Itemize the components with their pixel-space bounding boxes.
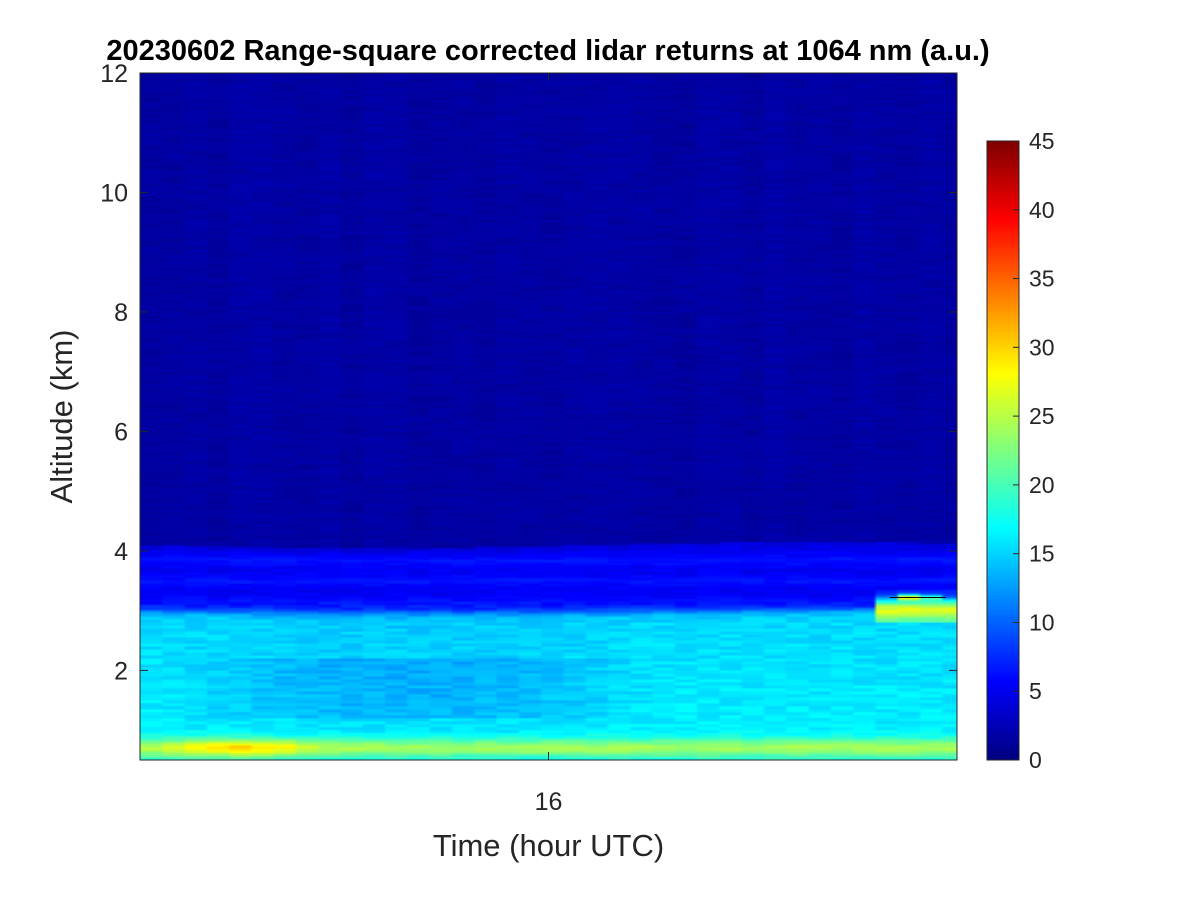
y-axis-label: Altitude (km)	[44, 330, 79, 504]
x-axis: 16	[535, 73, 563, 816]
y-tick-label: 10	[100, 179, 128, 207]
colorbar-tick-label: 0	[1029, 747, 1042, 773]
y-tick-label: 12	[100, 60, 128, 88]
plot-area: 2 4 6 8 10 12 16	[100, 60, 958, 816]
colorbar-tick-label: 45	[1029, 128, 1055, 154]
chart-title: 20230602 Range-square corrected lidar re…	[106, 35, 989, 67]
colorbar-frame	[986, 140, 1020, 761]
colorbar-gradient	[987, 141, 1019, 760]
colorbar-tick-label: 15	[1029, 541, 1055, 567]
x-axis-label: Time (hour UTC)	[433, 828, 664, 863]
colorbar-tick-label: 35	[1029, 266, 1055, 292]
heatmap-image	[140, 73, 957, 760]
colorbar-tick-label: 40	[1029, 197, 1055, 223]
colorbar-tick-label: 20	[1029, 472, 1055, 498]
y-tick-label: 6	[114, 418, 128, 446]
colorbar: 0 5 10 15 20 25 30 35 40 45	[986, 128, 1055, 773]
y-tick-label: 8	[114, 299, 128, 327]
y-axis: 2 4 6 8 10 12	[100, 60, 957, 685]
y-tick-label: 2	[114, 657, 128, 685]
colorbar-tick-label: 30	[1029, 334, 1055, 360]
x-tick-label: 16	[535, 788, 563, 816]
colorbar-tick-label: 5	[1029, 678, 1042, 704]
colorbar-tick-label: 25	[1029, 403, 1055, 429]
y-tick-label: 4	[114, 538, 128, 566]
colorbar-ticks: 0 5 10 15 20 25 30 35 40 45	[1013, 128, 1055, 773]
colorbar-tick-label: 10	[1029, 609, 1055, 635]
